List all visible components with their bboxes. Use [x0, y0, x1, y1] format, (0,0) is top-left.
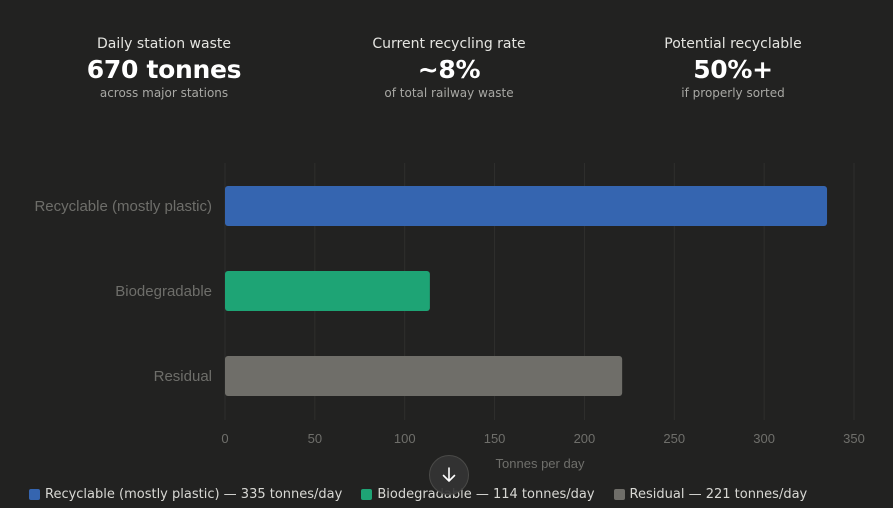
- stat-sub: if properly sorted: [681, 86, 785, 100]
- stat-recycling-rate: Current recycling rate ~8% of total rail…: [329, 34, 569, 100]
- stat-label: Daily station waste: [97, 36, 231, 52]
- stat-potential-recyclable: Potential recyclable 50%+ if properly so…: [613, 34, 853, 100]
- stat-value: 50%+: [693, 55, 773, 84]
- chart-x-ticks: 0 50 100 150 200 250 300 350: [221, 431, 864, 446]
- legend-label: Recyclable (mostly plastic) — 335 tonnes…: [45, 487, 343, 502]
- stat-sub: of total railway waste: [384, 86, 514, 100]
- scroll-down-button[interactable]: [429, 455, 469, 495]
- bar[interactable]: [225, 271, 430, 311]
- bar[interactable]: [225, 186, 828, 226]
- bar-chart: Recyclable (mostly plastic) Biodegradable…: [34, 163, 865, 471]
- category-label: Residual: [154, 368, 212, 385]
- x-tick-label: 350: [843, 431, 865, 446]
- arrow-down-icon: [442, 467, 456, 482]
- bar[interactable]: [225, 356, 623, 396]
- x-tick-label: 300: [753, 431, 775, 446]
- x-tick-label: 0: [221, 431, 228, 446]
- x-tick-label: 100: [394, 431, 416, 446]
- legend-swatch: [613, 489, 625, 500]
- x-tick-label: 150: [484, 431, 506, 446]
- legend-item-biodegradable: Biodegradable — 114 tonnes/day: [361, 487, 595, 502]
- chart-category-labels: Recyclable (mostly plastic) Biodegradable…: [34, 198, 212, 385]
- x-tick-label: 250: [663, 431, 685, 446]
- category-label: Recyclable (mostly plastic): [34, 198, 212, 215]
- stat-value: ~8%: [417, 55, 481, 84]
- x-tick-label: 200: [574, 431, 596, 446]
- legend-label: Biodegradable — 114 tonnes/day: [377, 487, 595, 502]
- stat-sub: across major stations: [99, 86, 229, 100]
- stat-value: 670 tonnes: [86, 55, 242, 84]
- legend-swatch: [29, 489, 40, 500]
- legend-item-recyclable: Recyclable (mostly plastic) — 335 tonnes…: [29, 487, 342, 502]
- legend-swatch: [361, 489, 373, 500]
- stat-label: Current recycling rate: [372, 36, 526, 52]
- x-axis-title: Tonnes per day: [496, 456, 585, 471]
- legend-item-residual: Residual — 221 tonnes/day: [613, 487, 808, 502]
- chart-legend: Recyclable (mostly plastic) — 335 tonnes…: [29, 487, 826, 502]
- stat-daily-waste: Daily station waste 670 tonnes across ma…: [44, 34, 284, 100]
- stat-label: Potential recyclable: [664, 36, 802, 52]
- legend-label: Residual — 221 tonnes/day: [629, 487, 808, 502]
- chart-bars: [225, 186, 828, 396]
- category-label: Biodegradable: [115, 283, 212, 300]
- x-tick-label: 50: [308, 431, 322, 446]
